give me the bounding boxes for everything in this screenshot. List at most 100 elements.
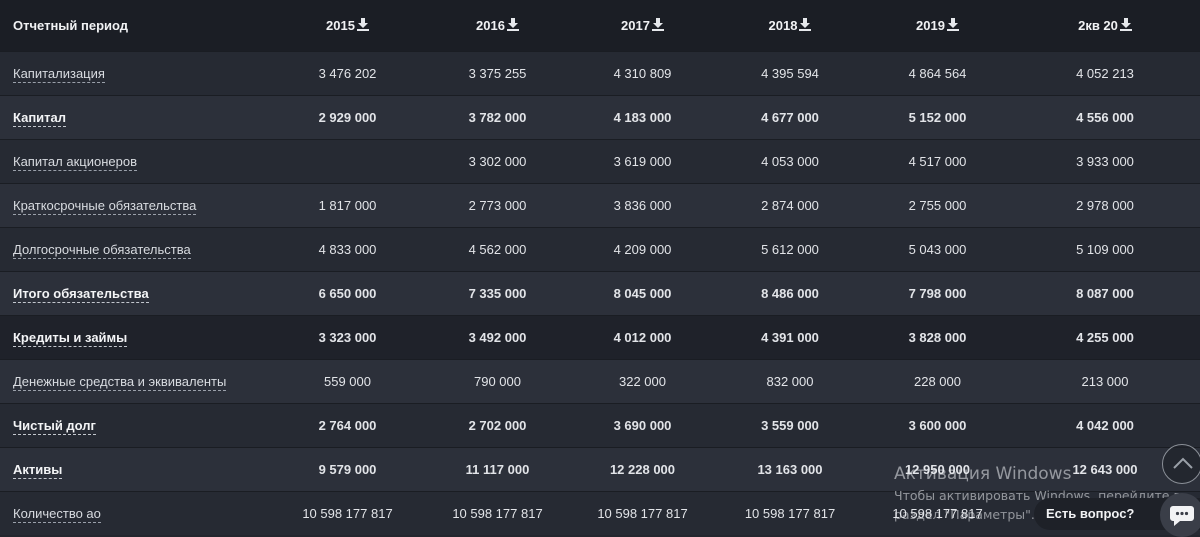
year-label: 2016 [476,17,505,33]
table-row: Капитал 2 929 000 3 782 000 4 183 000 4 677 … [0,95,1200,139]
row-label[interactable]: Долгосрочные обязательства [13,241,191,259]
value-cell: 3 492 000 [468,329,527,345]
year-header[interactable]: 2017 [570,0,715,51]
value-cell: 559 000 [324,373,371,389]
ask-question-label: Есть вопрос? [1046,506,1135,521]
year-header[interactable]: 2018 [715,0,865,51]
row-label-cell: Долгосрочные обязательства [0,227,270,271]
chat-button[interactable] [1160,493,1200,537]
value-cell: 13 163 000 [757,461,823,477]
value-cell: 7 335 000 [468,285,527,301]
value-cell: 228 000 [914,373,961,389]
year-label: 2019 [916,17,945,33]
download-icon[interactable] [946,18,959,32]
value-cell: 4 833 000 [318,241,377,257]
row-label[interactable]: Активы [13,461,63,479]
download-icon[interactable] [799,18,812,32]
value-cell: 1 817 000 [318,197,377,213]
value-cell: 4 864 564 [908,65,967,81]
value-cell [270,139,425,183]
value-cell: 10 598 177 817 [597,505,688,521]
row-label[interactable]: Количество ао [13,505,101,523]
row-label-cell: Чистый долг [0,403,270,447]
value-cell: 10 598 177 817 [744,505,836,521]
value-cell: 2 702 000 [468,417,527,433]
value-cell: 7 798 000 [908,285,967,301]
row-label[interactable]: Кредиты и займы [13,329,128,347]
value-cell: 8 087 000 [1076,285,1134,301]
year-header[interactable]: 2019 [865,0,1010,51]
table-row: Капитал акционеров 3 302 000 3 619 000 4 05… [0,139,1200,183]
value-cell: 9 579 000 [318,461,377,477]
value-cell: 4 310 809 [613,65,672,81]
value-cell: 4 012 000 [613,329,672,345]
value-cell: 3 782 000 [468,109,527,125]
value-cell: 2 978 000 [1076,197,1134,213]
value-cell: 3 828 000 [908,329,967,345]
row-label[interactable]: Чистый долг [13,417,96,435]
value-cell: 832 000 [766,373,814,389]
period-header: Отчетный период [13,17,129,33]
download-icon[interactable] [356,18,369,32]
value-cell: 3 476 202 [318,65,377,81]
row-label-cell: Капитал [0,95,270,139]
value-cell: 8 045 000 [613,285,672,301]
value-cell: 4 183 000 [613,109,672,125]
year-label: 2017 [621,17,650,33]
value-cell: 2 755 000 [908,197,967,213]
chevron-up-icon [1173,457,1193,469]
download-icon[interactable] [506,18,519,32]
row-label[interactable]: Капитал [13,109,67,127]
value-cell: 10 598 177 817 [452,505,543,521]
row-label[interactable]: Капитализация [13,65,105,83]
row-label-cell: Количество ао [0,491,270,535]
value-cell: 322 000 [619,373,666,389]
value-cell: 12 950 000 [904,461,971,477]
value-cell: 3 559 000 [761,417,819,433]
row-label[interactable]: Капитал акционеров [13,153,137,171]
table-row: Активы 9 579 000 11 117 000 12 228 000 13 16… [0,447,1200,491]
row-label[interactable]: Денежные средства и эквиваленты [13,373,227,391]
year-header[interactable]: 2кв 20 [1010,0,1200,51]
value-cell: 4 395 594 [761,65,819,81]
year-label: 2кв 20 [1078,17,1118,33]
value-cell: 2 764 000 [318,417,377,433]
value-cell: 8 486 000 [761,285,819,301]
value-cell: 790 000 [474,373,521,389]
value-cell: 4 052 213 [1076,65,1134,81]
value-cell: 10 598 177 817 [892,505,983,521]
value-cell: 5 043 000 [908,241,967,257]
table-row: Капитализация 3 476 202 3 375 255 4 310 809… [0,51,1200,95]
value-cell: 4 677 000 [761,109,819,125]
scroll-to-top-button[interactable] [1162,444,1200,484]
year-header[interactable]: 2015 [270,0,425,51]
value-cell: 2 773 000 [468,197,527,213]
value-cell: 4 255 000 [1076,329,1134,345]
value-cell: 6 650 000 [318,285,377,301]
value-cell: 4 517 000 [908,153,967,169]
table-row: Кредиты и займы 3 323 000 3 492 000 4 012 0… [0,315,1200,359]
value-cell: 3 836 000 [613,197,672,213]
value-cell: 4 562 000 [468,241,527,257]
value-cell: 3 375 255 [468,65,527,81]
year-header[interactable]: 2016 [425,0,570,51]
table-body: Капитализация 3 476 202 3 375 255 4 310 809… [0,51,1200,535]
row-label[interactable]: Итого обязательства [13,285,149,303]
table-row: Денежные средства и эквиваленты 559 000 79… [0,359,1200,403]
row-label-cell: Капитал акционеров [0,139,270,183]
value-cell: 3 302 000 [468,153,527,169]
download-icon[interactable] [1119,18,1132,32]
table-row: Чистый долг 2 764 000 2 702 000 3 690 000 3 … [0,403,1200,447]
row-label[interactable]: Краткосрочные обязательства [13,197,197,215]
value-cell: 3 323 000 [318,329,377,345]
value-cell: 10 598 177 817 [302,505,393,521]
value-cell: 3 619 000 [613,153,672,169]
download-icon[interactable] [651,18,664,32]
value-cell: 213 000 [1081,373,1129,389]
value-cell: 4 053 000 [761,153,819,169]
value-cell: 2 929 000 [318,109,377,125]
value-cell: 12 643 000 [1072,461,1138,477]
value-cell: 3 933 000 [1076,153,1134,169]
table-header-row: Отчетный период 2015 2016 2017 2018 2019 2кв … [0,0,1200,51]
